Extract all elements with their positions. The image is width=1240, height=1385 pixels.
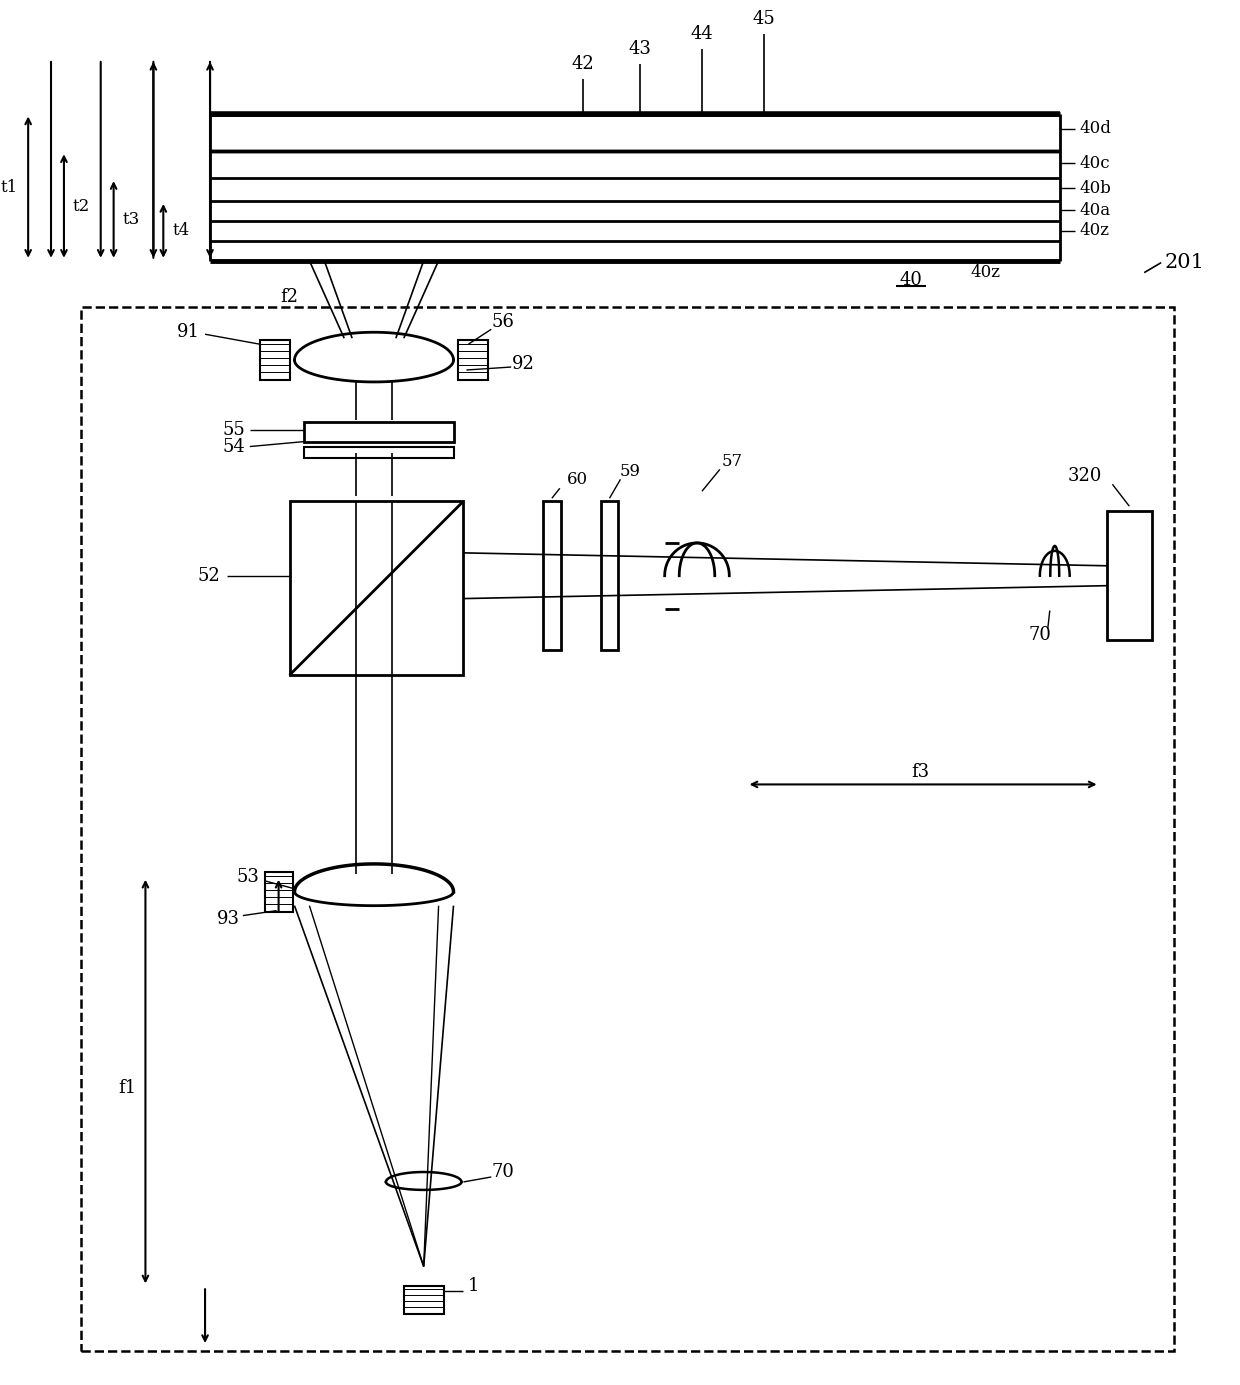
- Text: 201: 201: [1164, 253, 1204, 273]
- Text: 40a: 40a: [1080, 201, 1111, 219]
- Bar: [289, 501, 464, 674]
- Text: 91: 91: [177, 323, 200, 341]
- Text: 40d: 40d: [1080, 120, 1111, 137]
- Bar: [404, 1287, 444, 1314]
- Text: 1: 1: [467, 1277, 479, 1295]
- Text: 40z: 40z: [970, 265, 1001, 281]
- Bar: [264, 873, 293, 911]
- Text: 56: 56: [492, 313, 515, 331]
- Text: t3: t3: [123, 212, 140, 229]
- Bar: [81, 307, 1174, 1350]
- Text: 53: 53: [237, 868, 259, 886]
- Text: 54: 54: [222, 438, 244, 456]
- Text: 70: 70: [492, 1163, 515, 1181]
- Bar: [259, 341, 289, 379]
- Text: f2: f2: [280, 288, 299, 306]
- Bar: [305, 421, 454, 442]
- Text: 92: 92: [512, 355, 534, 373]
- Text: f1: f1: [119, 1079, 136, 1097]
- Text: 42: 42: [572, 55, 594, 73]
- Text: t4: t4: [172, 223, 190, 240]
- Text: 40b: 40b: [1080, 180, 1111, 197]
- Bar: [543, 501, 560, 651]
- Text: 70: 70: [1028, 626, 1052, 644]
- Bar: [459, 341, 489, 379]
- Text: 40z: 40z: [1080, 223, 1110, 240]
- Bar: [600, 501, 619, 651]
- Text: 44: 44: [691, 25, 713, 43]
- Text: 52: 52: [197, 566, 219, 584]
- Text: 320: 320: [1068, 467, 1102, 485]
- Text: 45: 45: [753, 10, 775, 28]
- Text: f3: f3: [911, 763, 930, 781]
- Text: 55: 55: [222, 421, 244, 439]
- Text: t1: t1: [1, 179, 19, 195]
- Text: 93: 93: [217, 910, 239, 928]
- Bar: [305, 446, 454, 458]
- Text: 40: 40: [899, 270, 923, 288]
- Text: 60: 60: [567, 471, 588, 488]
- Text: t2: t2: [73, 198, 91, 215]
- Bar: [1107, 511, 1152, 640]
- Text: 43: 43: [629, 40, 652, 58]
- Text: 59: 59: [620, 463, 641, 479]
- Text: 40c: 40c: [1080, 155, 1110, 172]
- Text: 57: 57: [722, 453, 743, 470]
